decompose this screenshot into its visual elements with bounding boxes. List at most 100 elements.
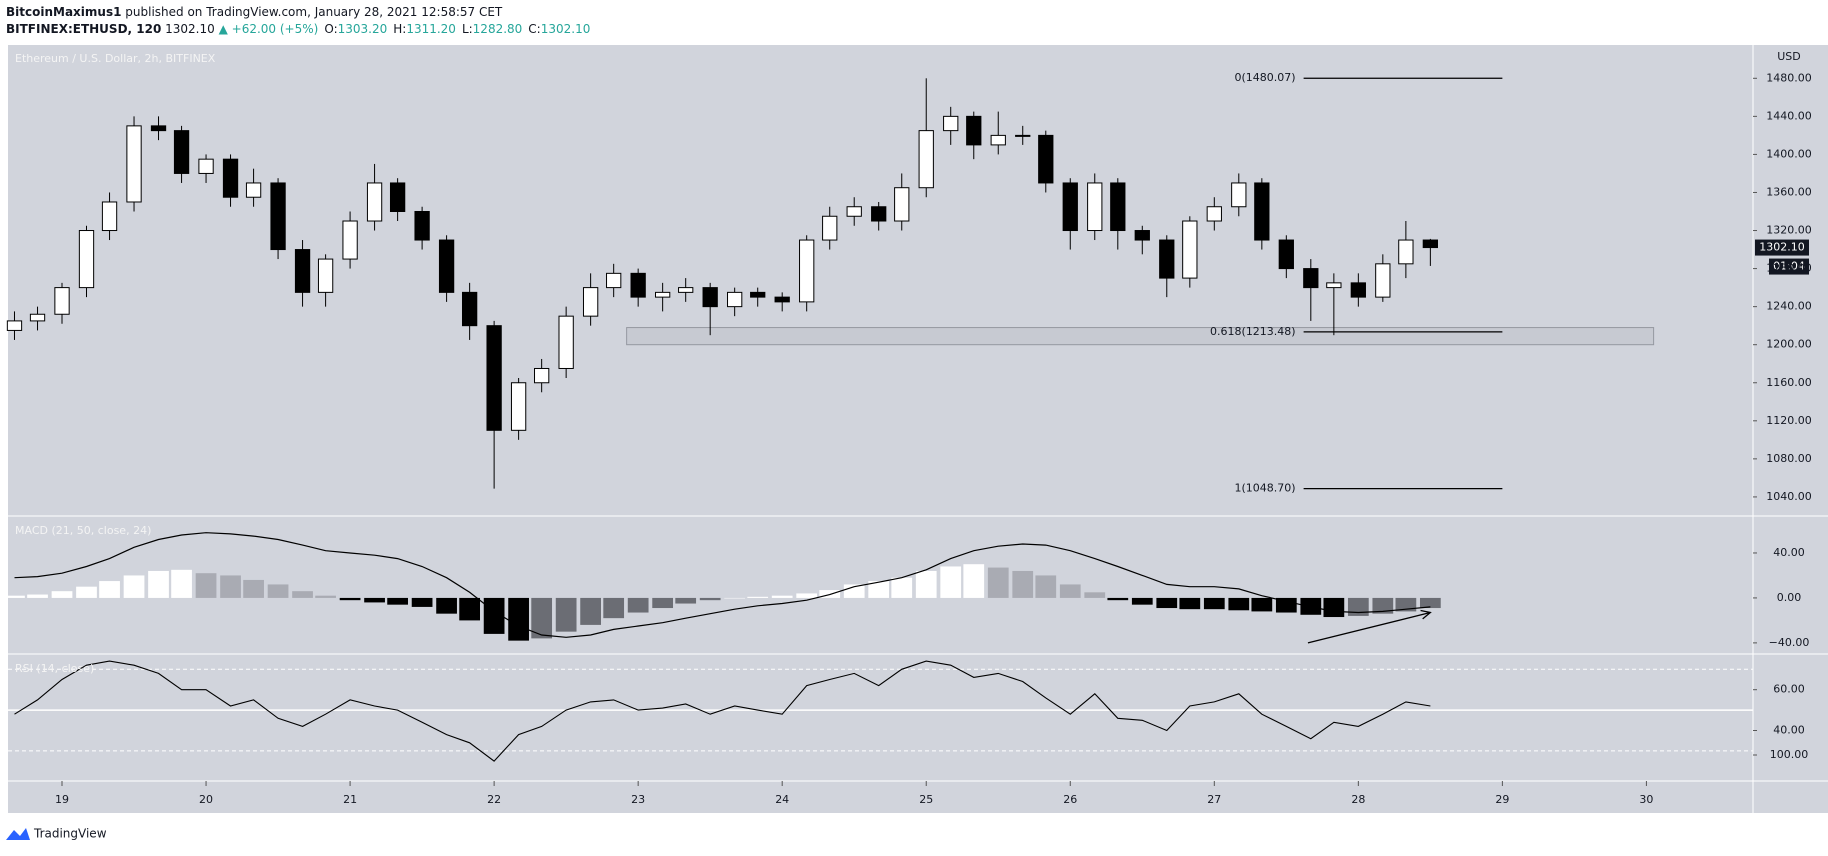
candle-body	[245, 182, 262, 198]
y-tick-label: 60.00	[1773, 683, 1805, 696]
candle-body	[486, 325, 502, 431]
candle-body	[534, 367, 550, 384]
candle-body	[1303, 268, 1319, 289]
support-zone	[626, 327, 1655, 346]
macd-histogram-bar	[339, 597, 361, 601]
macd-histogram-bar	[652, 597, 674, 609]
macd-histogram-bar	[1347, 597, 1369, 616]
macd-histogram-bar	[771, 595, 793, 598]
ohlc: O:1303.20 H:1311.20 L:1282.80 C:1302.10	[324, 22, 590, 36]
macd-histogram-bar	[987, 567, 1009, 598]
candle-body	[29, 313, 46, 322]
ohlc-value: 1311.20	[406, 22, 456, 36]
candle-body	[1375, 263, 1391, 298]
x-tick-label: 21	[343, 793, 357, 806]
macd-histogram-bar	[4, 595, 25, 598]
macd-histogram-bar	[603, 597, 625, 619]
macd-histogram-bar	[123, 575, 145, 598]
macd-histogram-bar	[220, 575, 241, 598]
last-price-label: 1302.10	[1759, 241, 1805, 254]
pane-title: Ethereum / U.S. Dollar, 2h, BITFINEX	[15, 52, 216, 65]
y-tick-label: 1160.00	[1766, 376, 1812, 389]
x-tick-label: 27	[1207, 793, 1221, 806]
y-tick-label: 100.00	[1770, 748, 1809, 761]
candle-body	[1062, 182, 1078, 232]
candle-body	[294, 249, 311, 293]
ohlc-value: 1302.10	[541, 22, 591, 36]
candle-body	[990, 134, 1006, 146]
macd-histogram-bar	[963, 564, 985, 598]
macd-histogram-bar	[1419, 597, 1441, 609]
macd-histogram-bar	[315, 595, 336, 598]
candle-body	[438, 239, 455, 293]
candle-body	[702, 287, 718, 308]
change: ▲ +62.00 (+5%)	[219, 22, 319, 36]
candle-body	[126, 125, 142, 203]
macd-histogram-bar	[1372, 597, 1394, 614]
candle-body	[198, 158, 214, 174]
logo	[6, 828, 30, 840]
x-tick-label: 25	[919, 793, 933, 806]
ohlc-value: 1303.20	[338, 22, 388, 36]
macd-histogram-bar	[1275, 597, 1297, 613]
x-tick-label: 29	[1495, 793, 1509, 806]
macd-histogram-bar	[27, 594, 48, 598]
ohlc-key: H:	[393, 22, 406, 36]
pane-title: RSI (14, close)	[15, 662, 94, 675]
candle-body	[1398, 239, 1414, 265]
macd-histogram-bar	[891, 577, 913, 598]
chart-bg	[8, 45, 1828, 813]
macd-histogram-bar	[267, 584, 289, 598]
candle-body	[342, 220, 358, 260]
macd-histogram-bar	[243, 579, 264, 598]
macd-histogram-bar	[148, 570, 169, 598]
candle-body	[389, 182, 406, 212]
arrow-head	[1420, 609, 1432, 620]
macd-histogram-bar	[868, 581, 890, 598]
macd-histogram-bar	[747, 596, 769, 598]
y-tick-label: 1320.00	[1766, 224, 1812, 237]
candle-body	[1087, 182, 1103, 232]
candle-body	[1206, 206, 1222, 222]
candle-body	[54, 287, 70, 315]
macd-histogram-bar	[555, 597, 577, 632]
x-tick-label: 28	[1351, 793, 1365, 806]
candle-body	[510, 382, 527, 431]
y-tick-label: 1240.00	[1766, 300, 1812, 313]
candle-body	[222, 158, 239, 198]
y-tick-label: −40.00	[1769, 636, 1810, 649]
candle-body	[1134, 230, 1150, 241]
candle-body	[750, 291, 766, 298]
candle-body	[606, 272, 622, 289]
macd-histogram-bar	[76, 586, 97, 598]
candle-body	[943, 115, 959, 132]
candle-body	[78, 230, 95, 289]
x-tick-label: 22	[487, 793, 501, 806]
macd-histogram-bar	[459, 597, 481, 621]
y-tick-label: 40.00	[1773, 724, 1805, 737]
macd-histogram-bar	[1012, 570, 1034, 598]
ohlc-key: O:	[324, 22, 337, 36]
macd-line	[14, 532, 1431, 638]
x-tick-label: 20	[199, 793, 213, 806]
macd-histogram-bar	[1323, 597, 1345, 618]
macd-histogram-bar	[724, 597, 746, 599]
macd-histogram-bar	[171, 569, 192, 598]
candle-body	[1038, 134, 1054, 184]
y-tick-label: 0.00	[1777, 591, 1802, 604]
candle-body	[6, 320, 23, 331]
candle-body	[1278, 239, 1294, 270]
y-tick-label: 1400.00	[1766, 147, 1812, 160]
fib-label: 0.618(1213.48)	[1210, 325, 1296, 338]
macd-histogram-bar	[580, 597, 601, 625]
macd-histogram-bar	[436, 597, 457, 614]
candle-body	[1182, 220, 1198, 279]
ohlc-key: C:	[528, 22, 540, 36]
candle-body	[101, 201, 118, 232]
ohlc-key: L:	[462, 22, 473, 36]
macd-histogram-bar	[508, 597, 529, 641]
publisher: BitcoinMaximus1 published on TradingView…	[6, 5, 503, 19]
y-tick-label: 1440.00	[1766, 109, 1812, 122]
candle-body	[414, 210, 430, 241]
